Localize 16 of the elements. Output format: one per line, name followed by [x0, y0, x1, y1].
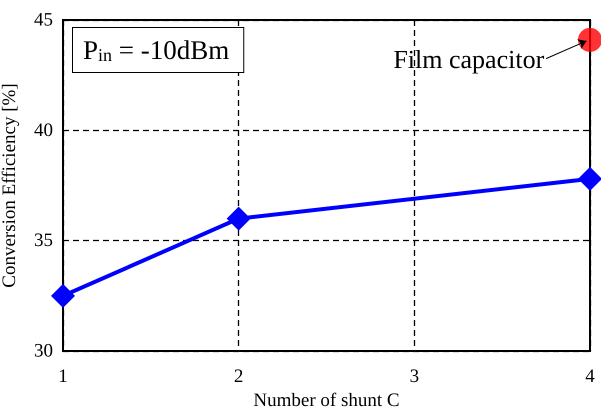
point [578, 28, 601, 52]
x-axis-title: Number of shunt C [253, 390, 400, 411]
y-axis-title: Conversion Efficiency [%] [0, 83, 20, 288]
x-tick-label: 1 [58, 366, 68, 387]
point [226, 206, 251, 231]
annotation: Pin = -10dBm [83, 35, 230, 65]
y-tick-label: 40 [34, 120, 53, 141]
annotation: Film capacitor [393, 44, 545, 74]
x-tick-label: 3 [410, 366, 420, 387]
y-tick-label: 45 [34, 10, 53, 30]
point [578, 166, 601, 191]
point [51, 284, 75, 308]
x-tick-label: 2 [234, 366, 244, 387]
y-tick-label: 30 [34, 340, 53, 362]
y-tick-label: 35 [34, 230, 53, 252]
x-tick-label: 4 [585, 366, 596, 387]
